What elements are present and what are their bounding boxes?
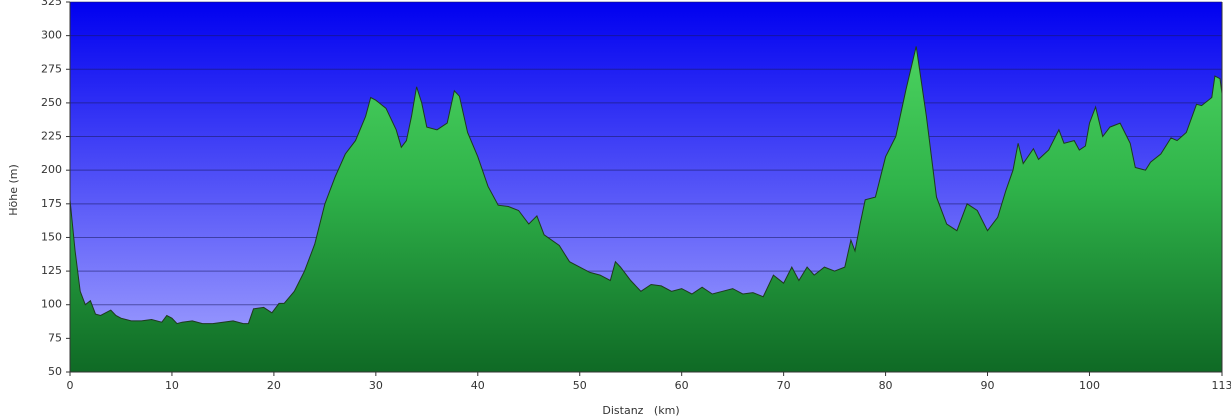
x-tick-label: 30	[369, 379, 383, 392]
y-tick-label: 275	[41, 62, 62, 75]
x-tick-label: 90	[981, 379, 995, 392]
x-tick-label: 80	[879, 379, 893, 392]
x-tick-label: 0	[67, 379, 74, 392]
x-tick-label: 10	[165, 379, 179, 392]
y-tick-label: 100	[41, 298, 62, 311]
elevation-line	[69, 46, 1223, 325]
y-tick-label: 250	[41, 96, 62, 109]
area-fill	[70, 46, 1222, 373]
y-tick-label: 125	[41, 264, 62, 277]
x-tick-label: 50	[573, 379, 587, 392]
y-tick-label: 300	[41, 29, 62, 42]
y-tick-label: 150	[41, 230, 62, 243]
y-tick-label: 50	[48, 365, 62, 378]
y-tick-label: 75	[48, 331, 62, 344]
x-axis-label: Distanz (km)	[602, 404, 679, 417]
y-axis-label: Höhe (m)	[7, 164, 20, 216]
y-tick-label: 325	[41, 0, 62, 8]
x-tick-label: 40	[471, 379, 485, 392]
x-tick-label: 70	[777, 379, 791, 392]
x-tick-label: 100	[1079, 379, 1100, 392]
x-tick-label: 20	[267, 379, 281, 392]
y-tick-label: 200	[41, 163, 62, 176]
y-tick-label: 225	[41, 130, 62, 143]
x-tick-label: 60	[675, 379, 689, 392]
x-tick-label: 113	[1212, 379, 1231, 392]
y-tick-label: 175	[41, 197, 62, 210]
